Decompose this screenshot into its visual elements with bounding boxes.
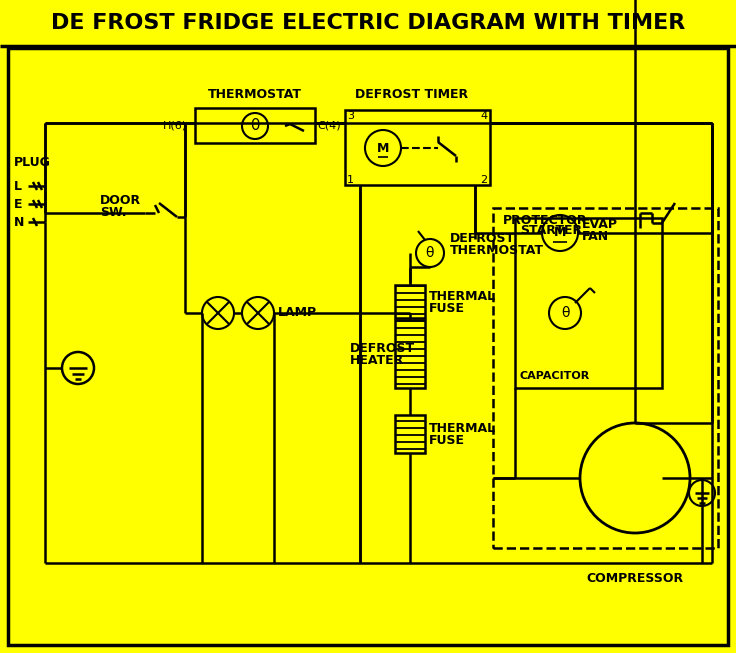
Text: L: L: [14, 180, 22, 193]
Text: DOOR: DOOR: [100, 193, 141, 206]
Text: M: M: [377, 142, 389, 155]
Text: FAN: FAN: [582, 231, 609, 244]
Text: 4: 4: [480, 111, 487, 121]
Bar: [395, 415, 425, 453]
Text: FUSE: FUSE: [429, 302, 465, 315]
Text: DEFROST: DEFROST: [450, 232, 515, 244]
Bar: [395, 320, 425, 388]
Bar: [515, 218, 662, 388]
Bar: [0, 0, 736, 45]
Text: DE FROST FRIDGE ELECTRIC DIAGRAM WITH TIMER: DE FROST FRIDGE ELECTRIC DIAGRAM WITH TI…: [51, 13, 685, 33]
Text: DEFROST TIMER: DEFROST TIMER: [355, 89, 468, 101]
Text: 2: 2: [480, 175, 487, 185]
Bar: [345, 110, 490, 185]
Bar: [493, 208, 718, 548]
Text: E: E: [14, 197, 23, 210]
Text: θ: θ: [425, 246, 434, 260]
Text: DEFROST: DEFROST: [350, 342, 415, 355]
Text: LAMP: LAMP: [278, 306, 317, 319]
Text: THERMAL: THERMAL: [429, 291, 496, 304]
Text: COMPRESSOR: COMPRESSOR: [587, 571, 684, 584]
Text: 3: 3: [347, 111, 354, 121]
Text: HEATER: HEATER: [350, 353, 404, 366]
Text: PLUG: PLUG: [14, 157, 51, 170]
Text: FUSE: FUSE: [429, 434, 465, 447]
Text: M: M: [553, 227, 566, 240]
Text: STARTER: STARTER: [520, 223, 582, 236]
Text: CAPACITOR: CAPACITOR: [520, 371, 590, 381]
Text: 1: 1: [347, 175, 354, 185]
Text: EVAP: EVAP: [582, 219, 618, 232]
Text: THERMOSTAT: THERMOSTAT: [208, 89, 302, 101]
Bar: [195, 108, 315, 143]
Text: PROTECTOR: PROTECTOR: [503, 214, 587, 227]
Text: H(6): H(6): [163, 121, 187, 131]
Text: θ: θ: [250, 118, 260, 133]
Text: C(4): C(4): [317, 121, 341, 131]
Text: SW.: SW.: [100, 206, 127, 219]
Text: N: N: [14, 215, 24, 229]
Text: THERMOSTAT: THERMOSTAT: [450, 244, 544, 257]
Bar: [395, 285, 425, 318]
Text: THERMAL: THERMAL: [429, 422, 496, 436]
Text: θ: θ: [561, 306, 569, 320]
